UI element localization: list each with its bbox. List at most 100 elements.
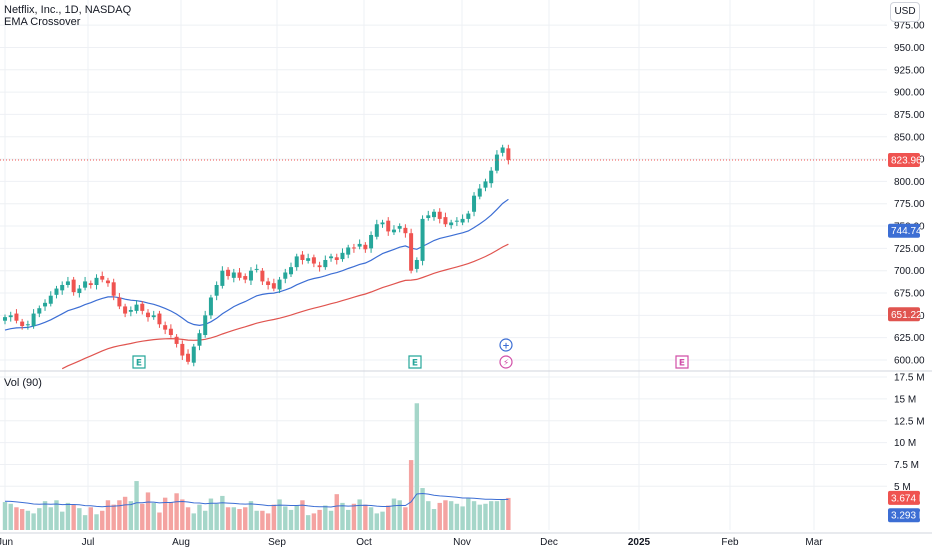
volume-bar [426,501,431,530]
volume-bar [162,497,168,530]
event-marker-plus[interactable]: + [499,338,513,352]
volume-bar [294,505,299,530]
candle-body [277,279,282,290]
volume-ma-tag-bg [888,508,920,523]
candle-body [414,259,419,269]
time-tick-label: Jun [0,537,13,548]
candle-body [43,302,48,307]
volume-bar [214,503,219,530]
volume-bar [82,515,88,530]
volume-bar [506,497,511,530]
time-tick-label: Mar [805,537,823,548]
candle-body [208,297,213,316]
study-legend-ema-crossover[interactable]: EMA Crossover [4,16,81,28]
price-tick-label: 875.00 [894,110,925,121]
last-price-tag: 823.96 [891,156,922,167]
candle-body [151,315,156,318]
price-axis[interactable]: 975.00950.00925.00900.00875.00850.00825.… [888,21,925,367]
volume-bar [494,501,500,530]
volume-bar [448,501,454,530]
candle-body [3,317,7,321]
price-tick-label: 925.00 [894,65,925,76]
event-markers[interactable]: E E + ⚡ E [132,338,689,369]
volume-bar [71,504,76,530]
volume-bar [220,495,225,530]
dividend-icon [499,355,513,369]
time-tick-label: Aug [172,537,190,548]
time-tick-label: Jul [82,537,95,548]
candle-body [420,218,425,261]
volume-bar [363,504,368,530]
volume-bar [157,512,162,530]
time-tick-label: Sep [268,537,286,548]
volume-legend[interactable]: Vol (90) [4,377,42,389]
volume-bar [380,511,385,530]
candle-body [134,304,139,311]
candle-body [283,272,288,279]
candle-body [489,170,494,184]
candle-body [494,154,499,171]
volume-bar [300,500,305,530]
candle-body [460,218,465,223]
volume-bar [117,500,122,530]
candle-body [466,213,471,219]
volume-bar [414,403,420,530]
volume-bar [443,500,448,530]
candle-body [117,297,122,307]
volume-ma-line [4,492,509,508]
volume-bar [197,504,202,530]
event-marker-earnings[interactable]: E [408,355,422,369]
candle-body [146,312,150,318]
volume-bar [288,509,294,530]
volume-bar [454,503,460,530]
price-tick-label: 950.00 [894,43,925,54]
candle-body [123,306,128,314]
volume-bar [37,508,42,530]
event-marker-dividend[interactable]: ⚡ [499,355,513,369]
price-tick-label: 775.00 [894,199,925,210]
candle-body [248,270,253,281]
volume-bar [437,502,442,530]
candle-body [48,295,53,304]
event-marker-earnings[interactable]: E [132,355,146,369]
volume-bar [31,513,36,530]
candle-body [317,265,322,268]
volume-bar [346,509,351,530]
currency-selector[interactable]: USD [890,2,920,22]
candle-body [220,270,225,286]
ema-slow-tag: 651.22 [891,310,922,321]
candle-body [203,315,208,335]
volume-bar [386,505,391,530]
volume-bar [323,505,328,530]
volume-bar [145,492,151,530]
event-marker-future-earnings[interactable]: E [675,355,689,369]
volume-bar [311,513,317,530]
candle-body [231,272,236,278]
volume-bar [317,509,322,530]
volume-bar [483,503,488,530]
volume-bar [122,496,128,530]
candle-body [260,270,265,282]
candle-body [25,324,30,326]
ema-slow-line [61,243,509,370]
candle-body [363,244,368,250]
ema-fast-tag: 744.74 [891,226,922,237]
candle-body [83,281,88,288]
volume-bar [391,498,397,530]
earnings-icon [132,355,146,369]
symbol-title[interactable]: Netflix, Inc., 1D, NASDAQ [4,4,132,16]
candle-body [500,147,505,153]
price-tick-label: 900.00 [894,88,925,99]
volume-bar [65,502,71,530]
candle-body [386,220,391,232]
volume-axis[interactable]: 17.5 M 15 M 12.5 M 10 M 7.5 M 5 M3.674 M 3.293… [888,373,927,523]
price-tick-label: 600.00 [894,356,925,367]
volume-bar [180,499,185,530]
volume-tick-label: 5 M [894,482,911,493]
time-axis[interactable]: Jun Jul Aug Sep Oct Nov Dec 2025 Feb Mar [0,537,823,548]
volume-bar [111,504,116,530]
candle-body [191,346,196,363]
volume-tick-label: 15 M [894,394,916,405]
candle-body [88,283,93,285]
